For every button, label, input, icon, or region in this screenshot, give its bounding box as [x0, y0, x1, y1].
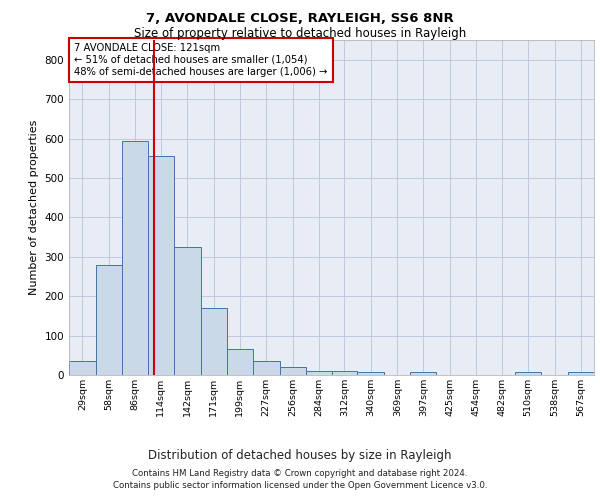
- Bar: [332, 371, 358, 375]
- Text: 7, AVONDALE CLOSE, RAYLEIGH, SS6 8NR: 7, AVONDALE CLOSE, RAYLEIGH, SS6 8NR: [146, 12, 454, 26]
- Text: 7 AVONDALE CLOSE: 121sqm
← 51% of detached houses are smaller (1,054)
48% of sem: 7 AVONDALE CLOSE: 121sqm ← 51% of detach…: [74, 44, 328, 76]
- Bar: [69, 361, 96, 375]
- Bar: [96, 264, 122, 375]
- Bar: [174, 247, 201, 375]
- Text: Size of property relative to detached houses in Rayleigh: Size of property relative to detached ho…: [134, 28, 466, 40]
- Bar: [305, 371, 332, 375]
- Bar: [201, 308, 227, 375]
- Text: Distribution of detached houses by size in Rayleigh: Distribution of detached houses by size …: [148, 450, 452, 462]
- Text: Contains public sector information licensed under the Open Government Licence v3: Contains public sector information licen…: [113, 481, 487, 490]
- Bar: [515, 372, 541, 375]
- Bar: [280, 367, 305, 375]
- Bar: [358, 372, 385, 375]
- Y-axis label: Number of detached properties: Number of detached properties: [29, 120, 39, 295]
- Bar: [122, 140, 148, 375]
- Bar: [148, 156, 174, 375]
- Bar: [253, 361, 280, 375]
- Bar: [227, 350, 253, 375]
- Text: Contains HM Land Registry data © Crown copyright and database right 2024.: Contains HM Land Registry data © Crown c…: [132, 468, 468, 477]
- Bar: [568, 372, 594, 375]
- Bar: [410, 372, 436, 375]
